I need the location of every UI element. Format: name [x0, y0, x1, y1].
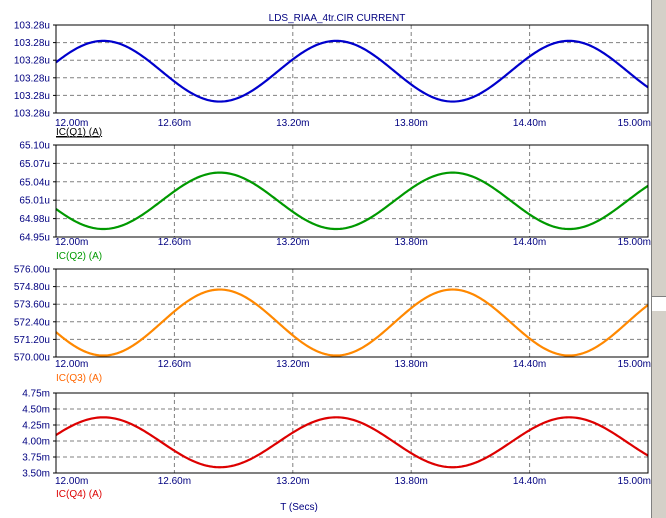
y-tick-label: 103.28u [14, 21, 50, 32]
y-tick-label: 65.01u [19, 196, 50, 207]
plot-panel-4: 4.75m 4.50m 4.25m 4.00m 3.75m 3.50m 12.00m 12.6… [22, 389, 651, 501]
plot-frame [55, 392, 649, 474]
plot-area [56, 269, 648, 357]
y-tick-label: 4.75m [22, 389, 50, 400]
y-tick-label: 103.28u [14, 109, 50, 120]
y-tick-label: 65.10u [19, 141, 50, 152]
y-tick-label: 573.60u [14, 300, 50, 311]
y-tick-label: 64.95u [19, 233, 50, 244]
plot-frame [55, 144, 649, 238]
y-tick-label: 103.28u [14, 38, 50, 49]
series-line [55, 416, 649, 469]
x-tick-label: 14.40m [513, 476, 546, 487]
x-tick-label: 12.00m [55, 476, 88, 487]
window-frame-notch [652, 296, 666, 311]
y-tick-label: 4.50m [22, 405, 50, 416]
chart-title: LDS_RIAA_4tr.CIR CURRENT [269, 13, 406, 24]
x-tick-label: 14.40m [513, 118, 546, 129]
x-tick-label: 12.00m [55, 359, 88, 370]
y-tick-label: 3.75m [22, 453, 50, 464]
x-tick-label: 13.80m [395, 359, 428, 370]
x-tick-label: 15.00m [618, 237, 651, 248]
series-line [55, 171, 649, 231]
x-tick-label: 13.20m [276, 359, 309, 370]
plot-panel-1: 103.28u 103.28u 103.28u 103.28u 103.28u 103.2… [14, 21, 651, 139]
y-tick-label: 103.28u [14, 56, 50, 67]
plot-area [56, 25, 648, 113]
x-tick-label: 15.00m [618, 359, 651, 370]
y-tick-label: 3.50m [22, 469, 50, 480]
x-tick-label: 12.00m [55, 118, 88, 129]
x-axis-title: T (Secs) [280, 502, 318, 513]
y-tick-label: 571.20u [14, 335, 50, 346]
x-tick-label: 13.20m [276, 237, 309, 248]
x-tick-label: 15.00m [618, 118, 651, 129]
y-tick-label: 64.98u [19, 214, 50, 225]
x-tick-label: 12.00m [55, 237, 88, 248]
y-tick-label: 65.04u [19, 177, 50, 188]
y-tick-label: 570.00u [14, 353, 50, 364]
x-tick-label: 13.80m [395, 118, 428, 129]
plot-frame [55, 24, 649, 114]
y-tick-label: 103.28u [14, 73, 50, 84]
y-tick-label: 574.80u [14, 282, 50, 293]
series-legend-label: IC(Q1) (A) [56, 127, 102, 138]
x-tick-label: 15.00m [618, 476, 651, 487]
x-tick-label: 14.40m [513, 359, 546, 370]
x-tick-label: 12.60m [158, 359, 191, 370]
window-frame-divider [651, 0, 652, 518]
series-legend-label: IC(Q2) (A) [56, 251, 102, 262]
y-tick-label: 103.28u [14, 91, 50, 102]
x-tick-label: 12.60m [158, 237, 191, 248]
x-tick-label: 14.40m [513, 237, 546, 248]
y-tick-label: 4.25m [22, 421, 50, 432]
x-tick-label: 12.60m [158, 118, 191, 129]
plot-panels: 103.28u 103.28u 103.28u 103.28u 103.28u 103.2… [14, 21, 651, 501]
series-line [55, 39, 649, 103]
series-legend-label: IC(Q3) (A) [56, 373, 102, 384]
y-tick-label: 4.00m [22, 437, 50, 448]
x-tick-label: 13.80m [395, 237, 428, 248]
x-tick-label: 13.20m [276, 476, 309, 487]
x-tick-label: 13.20m [276, 118, 309, 129]
plot-panel-2: 65.10u 65.07u 65.04u 65.01u 64.98u 64.95u 12.0… [19, 141, 651, 263]
x-tick-label: 12.60m [158, 476, 191, 487]
plot-area [56, 393, 648, 473]
series-line [55, 288, 649, 357]
x-tick-label: 13.80m [395, 476, 428, 487]
series-legend-label: IC(Q4) (A) [56, 489, 102, 500]
y-tick-label: 65.07u [19, 159, 50, 170]
y-tick-label: 576.00u [14, 265, 50, 276]
window-frame-right [651, 0, 666, 518]
plot-frame [55, 268, 649, 358]
plot-panel-3: 576.00u 574.80u 573.60u 572.40u 571.20u 570.0… [14, 265, 651, 385]
y-tick-label: 572.40u [14, 317, 50, 328]
plot-area [56, 145, 648, 237]
